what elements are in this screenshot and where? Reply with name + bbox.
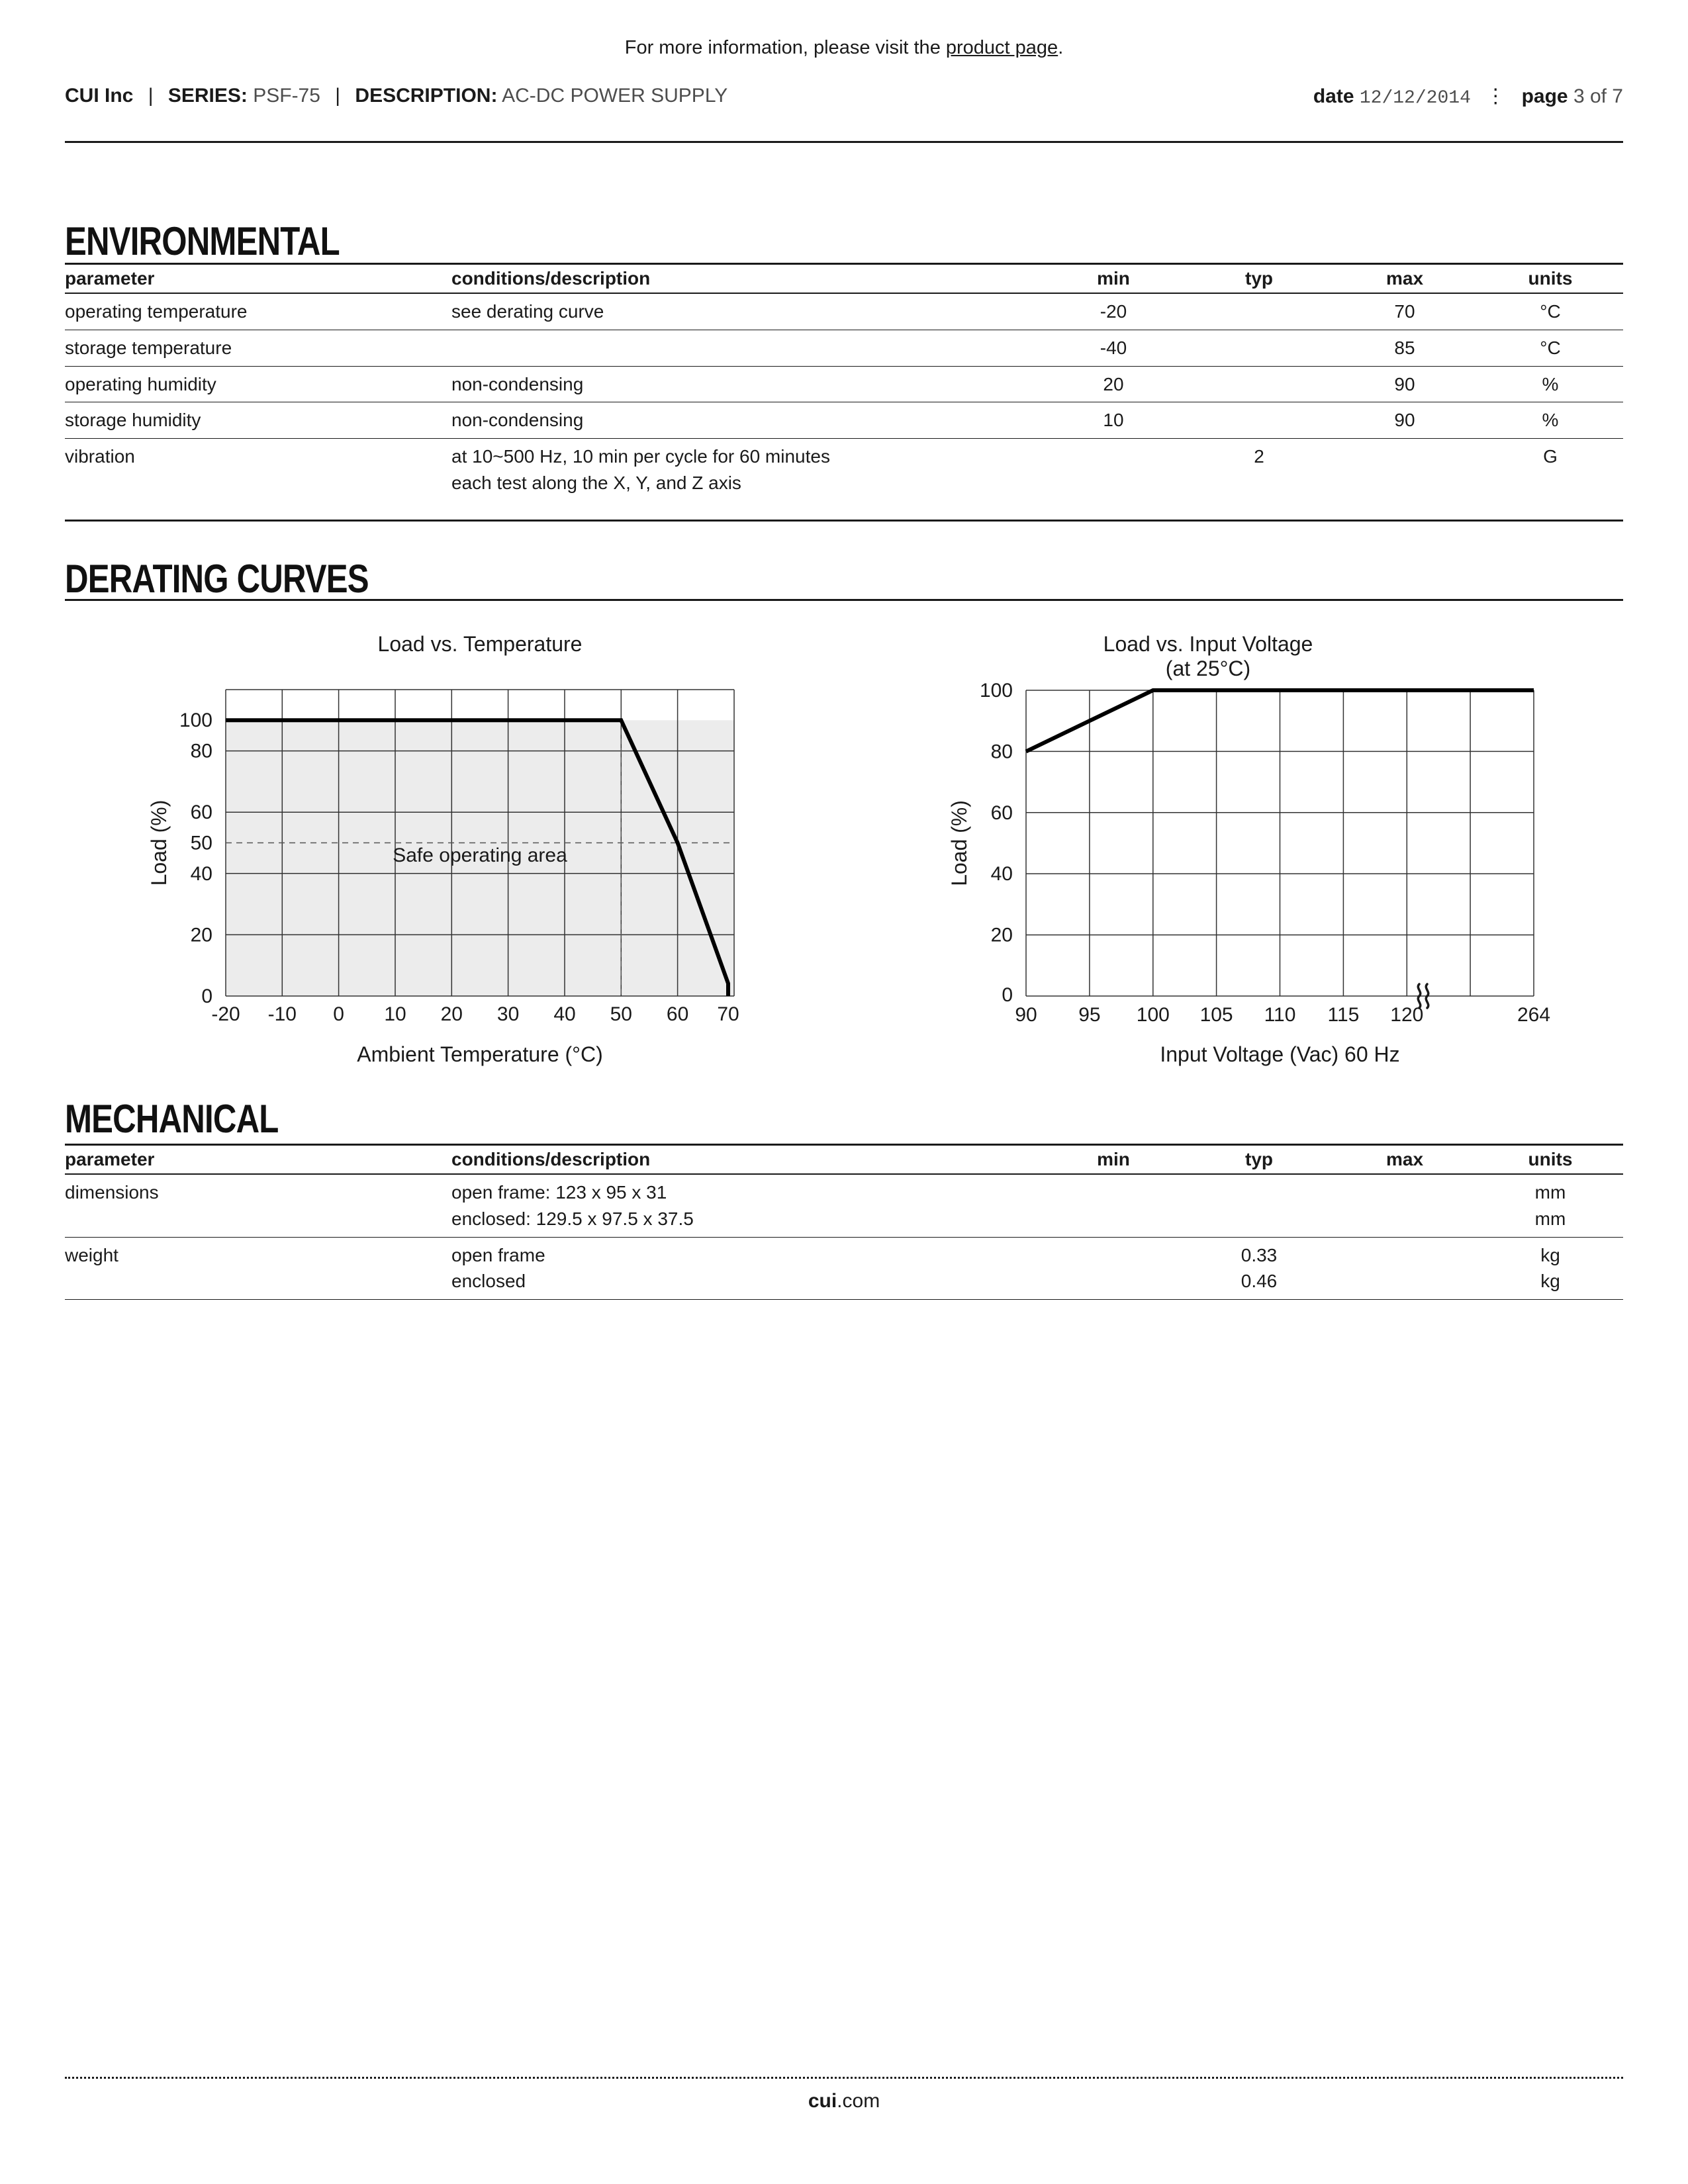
- svg-text:60: 60: [191, 801, 212, 823]
- svg-text:90: 90: [1015, 1004, 1037, 1026]
- svg-text:264: 264: [1517, 1004, 1550, 1026]
- svg-text:95: 95: [1078, 1004, 1100, 1026]
- svg-text:60: 60: [991, 802, 1013, 824]
- svg-text:-10: -10: [268, 1003, 297, 1025]
- svg-text:50: 50: [191, 833, 212, 854]
- svg-text:20: 20: [191, 924, 212, 946]
- svg-text:20: 20: [441, 1003, 463, 1025]
- svg-text:115: 115: [1327, 1004, 1359, 1026]
- svg-text:80: 80: [991, 741, 1013, 762]
- svg-text:120: 120: [1390, 1004, 1423, 1026]
- svg-text:60: 60: [667, 1003, 688, 1025]
- svg-text:Load (%): Load (%): [947, 800, 971, 886]
- svg-text:Safe operating area: Safe operating area: [393, 844, 567, 866]
- svg-text:40: 40: [991, 863, 1013, 885]
- svg-text:-20: -20: [211, 1003, 240, 1025]
- svg-text:105: 105: [1200, 1004, 1233, 1026]
- svg-text:30: 30: [497, 1003, 519, 1025]
- svg-text:100: 100: [179, 709, 212, 731]
- svg-text:10: 10: [384, 1003, 406, 1025]
- svg-text:0: 0: [333, 1003, 344, 1025]
- svg-text:70: 70: [717, 1003, 739, 1025]
- svg-text:Load (%): Load (%): [147, 800, 171, 886]
- svg-text:40: 40: [191, 863, 212, 885]
- svg-text:20: 20: [991, 925, 1013, 946]
- svg-text:0: 0: [1002, 984, 1013, 1006]
- svg-text:110: 110: [1264, 1004, 1296, 1026]
- svg-text:50: 50: [610, 1003, 632, 1025]
- svg-text:100: 100: [1137, 1004, 1170, 1026]
- svg-text:40: 40: [553, 1003, 575, 1025]
- svg-text:80: 80: [191, 741, 212, 762]
- svg-text:100: 100: [980, 680, 1013, 702]
